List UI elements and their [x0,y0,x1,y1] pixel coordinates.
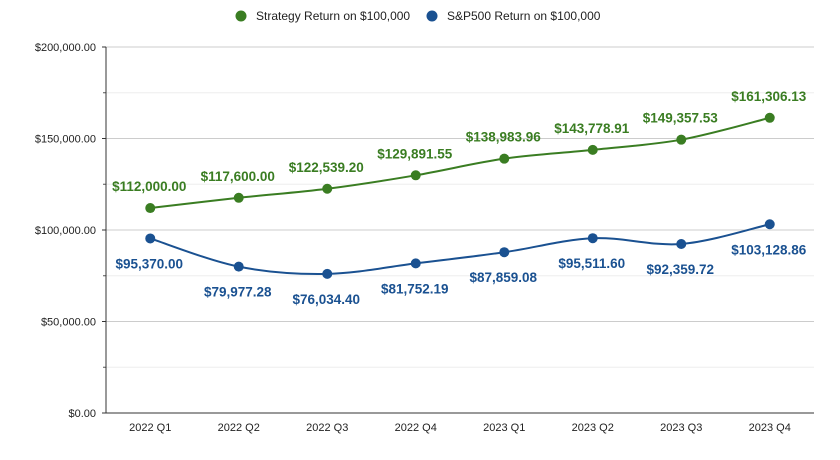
data-point-strategy [410,170,421,181]
data-label-strategy: $138,983.96 [466,130,542,145]
data-point-sp500 [764,219,775,230]
data-point-sp500 [676,238,687,249]
x-tick-label: 2022 Q4 [395,422,437,434]
data-label-sp500: $95,370.00 [115,256,183,271]
x-tick-label: 2023 Q4 [749,422,791,434]
y-tick-label: $150,000.00 [35,134,96,146]
legend-label-sp500: S&P500 Return on $100,000 [447,9,601,23]
data-labels-group: $112,000.00 $117,600.00 $122,539.20 $129,89… [112,89,807,307]
data-label-sp500: $87,859.08 [469,270,537,285]
x-tick-label: 2023 Q3 [660,422,702,434]
data-point-strategy [764,112,775,123]
x-tick-label: 2022 Q3 [306,422,348,434]
data-point-strategy [499,153,510,164]
data-label-strategy: $149,357.53 [643,111,719,126]
legend: Strategy Return on $100,000 S&P500 Retur… [235,9,601,23]
x-tick-label: 2023 Q1 [483,422,525,434]
data-point-strategy [145,203,156,214]
legend-marker-sp500 [426,10,438,22]
data-label-strategy: $129,891.55 [377,146,453,161]
data-label-strategy: $161,306.13 [731,89,807,104]
data-point-strategy [676,134,687,145]
y-tick-label: $0.00 [68,408,96,420]
data-point-strategy [233,192,244,203]
gridlines [106,46,814,414]
series-group [145,112,775,279]
data-point-strategy [322,183,333,194]
data-label-strategy: $122,539.20 [289,160,364,175]
data-point-strategy [587,144,598,155]
legend-marker-strategy [235,10,247,22]
data-point-sp500 [322,268,333,279]
y-axis: $0.00 $50,000.00 $100,000.00 $150,000.00 $20… [35,42,107,420]
series-line-strategy [150,116,770,210]
data-label-sp500: $76,034.40 [292,292,360,307]
data-label-sp500: $95,511.60 [558,256,625,271]
data-label-sp500: $103,128.86 [731,242,807,257]
x-tick-label: 2023 Q2 [572,422,614,434]
data-point-sp500 [233,261,244,272]
data-label-sp500: $92,359.72 [646,262,714,277]
data-point-sp500 [499,247,510,258]
y-tick-label: $200,000.00 [35,42,96,54]
x-axis: 2022 Q1 2022 Q2 2022 Q3 2022 Q4 2023 Q1 2023 … [129,422,791,434]
data-label-sp500: $79,977.28 [204,285,272,300]
y-tick-label: $100,000.00 [35,225,96,237]
data-point-sp500 [145,233,156,244]
x-tick-label: 2022 Q1 [129,422,171,434]
series-line-sp500 [149,223,770,275]
y-tick-label: $50,000.00 [41,317,96,329]
data-label-strategy: $112,000.00 [112,179,186,194]
data-label-strategy: $143,778.91 [554,121,630,136]
data-point-sp500 [410,258,421,269]
x-tick-label: 2022 Q2 [218,422,260,434]
data-label-strategy: $117,600.00 [201,169,275,184]
legend-label-strategy: Strategy Return on $100,000 [256,9,410,23]
data-label-sp500: $81,752.19 [381,281,449,296]
data-point-sp500 [587,233,598,244]
